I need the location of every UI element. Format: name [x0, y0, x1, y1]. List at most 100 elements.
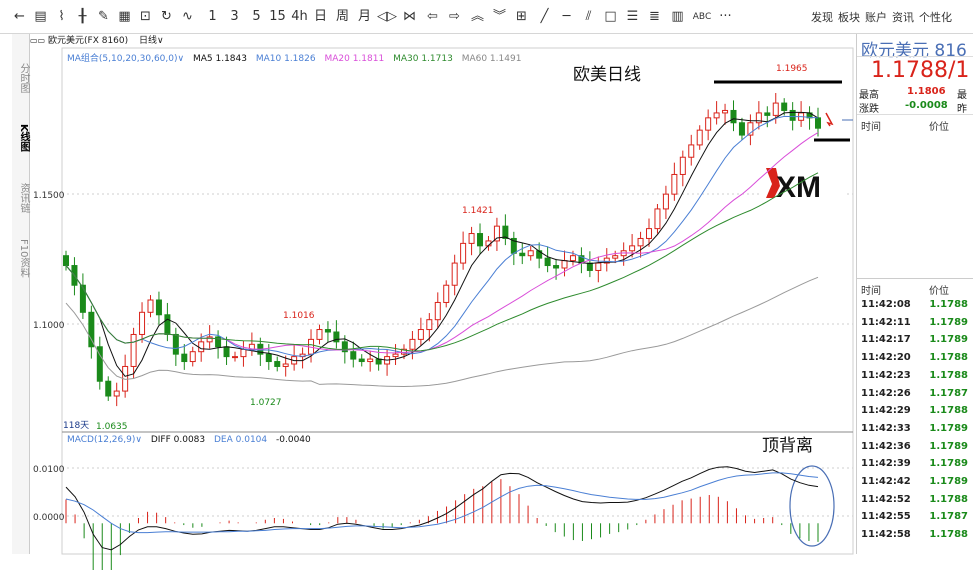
tick-price: 1.1788	[929, 369, 968, 381]
tick-time: 11:42:26	[861, 387, 911, 399]
candle-down	[181, 353, 188, 363]
candle-up	[460, 242, 467, 264]
candle-up	[654, 208, 661, 230]
menu-discover[interactable]: 发现	[811, 11, 833, 24]
time-header: 时间	[861, 122, 881, 133]
tick-price: 1.1789	[929, 440, 968, 452]
line-tool-icon[interactable]: ╱	[540, 9, 549, 24]
abc-text-tool[interactable]: ABC	[692, 12, 712, 22]
tick-row: 11:42:33 1.1789	[859, 420, 972, 438]
zoom-out-icon[interactable]: ︾	[492, 9, 506, 24]
candle-down	[502, 225, 509, 239]
candle-up	[772, 102, 779, 116]
tab-f10[interactable]: F10资料	[18, 238, 29, 278]
tab-news-chain[interactable]: 资讯链	[18, 183, 29, 213]
menu-sector[interactable]: 板块	[838, 11, 860, 24]
y-tick-1-15: 1.1500	[33, 191, 65, 201]
macd-diff-line	[65, 466, 819, 551]
kline-chart[interactable]: 1.1500 1.1000 0.0100 0.0000 MA组合(5,10,20…	[0, 0, 856, 570]
candle-down	[358, 358, 365, 363]
candle-up	[569, 255, 576, 262]
tick-time: 11:42:36	[861, 440, 911, 452]
rect-tool-icon[interactable]: □	[604, 9, 617, 24]
tick-row: 11:42:36 1.1789	[859, 438, 972, 456]
tick-time: 11:42:17	[861, 334, 911, 346]
arrow-left-icon[interactable]: ←	[14, 9, 25, 24]
candle-down	[164, 314, 171, 335]
period-month-button[interactable]: 月	[357, 9, 371, 24]
save-icon[interactable]: ⊡	[140, 9, 151, 24]
period-4h-button[interactable]: 4h	[291, 9, 308, 24]
hline-tool-icon[interactable]: ─	[562, 9, 571, 24]
tick-row: 11:42:52 1.1788	[859, 491, 972, 509]
candle-up	[722, 109, 729, 114]
indicator-icon[interactable]: ∿	[182, 9, 193, 24]
candle-down	[553, 265, 560, 269]
menu-personalize[interactable]: 个性化	[919, 11, 952, 24]
ma30-line	[65, 172, 819, 352]
prev-icon[interactable]: ⇦	[427, 9, 438, 24]
ma10-label: MA10 1.1826	[256, 54, 316, 64]
period-day-button[interactable]: 日	[313, 9, 327, 24]
candle-up	[679, 156, 686, 175]
ma5-label: MA5 1.1843	[193, 54, 247, 64]
tick-time: 11:42:39	[861, 458, 911, 470]
bar-icon[interactable]: ▦	[118, 9, 131, 24]
tab-kline[interactable]: K线图	[18, 124, 29, 152]
candle-up	[130, 333, 137, 367]
period-week-button[interactable]: 周	[335, 9, 349, 24]
menu-account[interactable]: 账户	[865, 11, 887, 24]
tick-price: 1.1787	[929, 387, 968, 399]
tab-intraday[interactable]: 分时图	[18, 63, 29, 93]
tick-time: 11:42:55	[861, 511, 911, 523]
parallel-tool-icon[interactable]: ⫽	[585, 9, 592, 24]
period-label: 日线	[139, 36, 158, 46]
period-1-button[interactable]: 1	[208, 9, 217, 24]
candle-icon[interactable]: ╂	[78, 9, 87, 24]
fib-tool-icon[interactable]: ☰	[626, 9, 639, 24]
line-chart-icon[interactable]: ⌇	[58, 9, 65, 24]
list-icon[interactable]: ▤	[34, 9, 47, 24]
channel-tool-icon[interactable]: ≣	[649, 9, 660, 24]
volume-icon[interactable]: ▥	[671, 9, 684, 24]
tick-row: 11:42:26 1.1787	[859, 385, 972, 403]
candle-down	[477, 233, 484, 247]
period-selector[interactable]: 日线∨	[139, 36, 164, 46]
macd-dea-line	[65, 472, 819, 534]
instrument-name[interactable]: 欧元美元(FX 8160)	[48, 36, 129, 46]
candle-up	[426, 319, 433, 331]
refresh-icon[interactable]: ↻	[161, 9, 172, 24]
fast-back-icon[interactable]: ◁▷	[377, 9, 397, 24]
fast-forward-icon[interactable]: ⋈	[403, 9, 416, 24]
quote-high-row: 最高 1.1806 最	[859, 86, 967, 101]
candle-up	[240, 348, 247, 358]
candle-down	[105, 380, 112, 397]
candle-up	[747, 122, 754, 136]
candle-up	[468, 233, 475, 244]
candle-down	[63, 255, 69, 267]
period-15-button[interactable]: 15	[269, 9, 286, 24]
toolbar: ← ▤ ⌇ ╂ ✎ ▦ ⊡ ↻ ∿ 1 3 5 15 4h 日 周 月 ◁▷ ⋈…	[0, 0, 973, 34]
candle-up	[282, 363, 289, 367]
candle-down	[215, 336, 222, 348]
period-3-button[interactable]: 3	[230, 9, 239, 24]
grid-icon[interactable]: ⊞	[516, 9, 527, 24]
draw-icon[interactable]: ✎	[98, 9, 109, 24]
tick-time: 11:42:29	[861, 405, 911, 417]
tick-time: 11:42:20	[861, 352, 911, 364]
next-icon[interactable]: ⇨	[449, 9, 460, 24]
instrument-bar: ▭▭ 欧元美元(FX 8160) 日线∨	[30, 34, 856, 48]
zoom-in-icon[interactable]: ︽	[470, 9, 484, 24]
period-5-button[interactable]: 5	[252, 9, 261, 24]
menu-news[interactable]: 资讯	[892, 11, 914, 24]
tick-price: 1.1789	[929, 334, 968, 346]
candle-down	[375, 358, 382, 365]
main-chart-frame	[61, 47, 854, 433]
candle-down	[88, 311, 95, 348]
tick-price: 1.1787	[929, 511, 968, 523]
candle-up	[595, 262, 602, 271]
candle-up	[147, 299, 154, 313]
tick-price: 1.1788	[929, 529, 968, 541]
more-icon[interactable]: ···	[719, 9, 732, 24]
y-tick-macd-0: 0.0000	[33, 513, 65, 523]
